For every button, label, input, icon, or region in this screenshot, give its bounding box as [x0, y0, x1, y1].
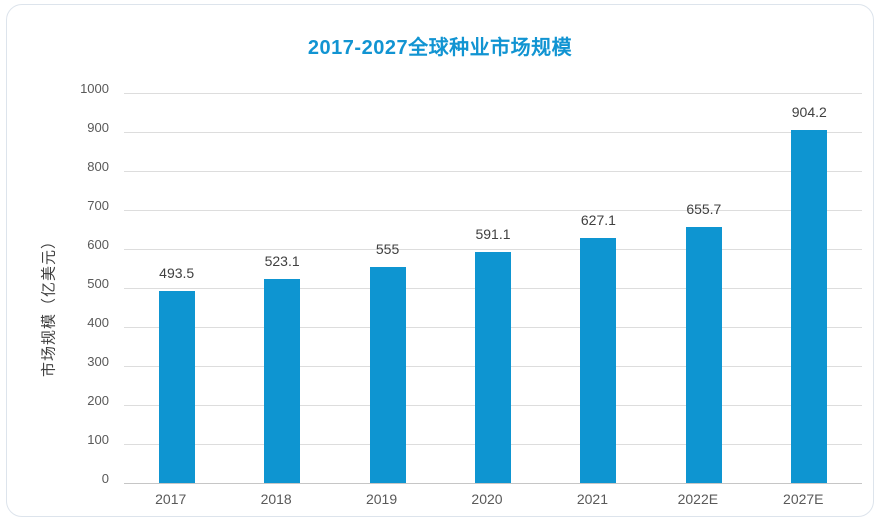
y-tick-label: 0: [101, 471, 109, 486]
y-tick-label: 800: [87, 159, 109, 174]
x-tick-label: 2020: [471, 491, 503, 507]
bar-2019: [369, 266, 406, 483]
gridline: [124, 171, 862, 172]
y-tick-label: 700: [87, 198, 109, 213]
x-tick-label: 2017: [155, 491, 187, 507]
gridline: [124, 93, 862, 94]
x-axis-line: [124, 483, 862, 484]
y-tick-label: 1000: [80, 81, 109, 96]
y-tick-label: 600: [87, 237, 109, 252]
y-tick-label: 400: [87, 315, 109, 330]
y-tick-label: 200: [87, 393, 109, 408]
bar-2022E: [685, 227, 722, 483]
chart-card: 2017-2027全球种业市场规模 市场规模（亿美元） 0 100 200 300 40…: [6, 4, 874, 517]
x-tick-label: 2018: [260, 491, 292, 507]
bar-value-label: 904.2: [791, 104, 827, 121]
bar-value-label: 655.7: [686, 201, 722, 218]
y-tick-label: 300: [87, 354, 109, 369]
chart-title: 2017-2027全球种业市场规模: [307, 37, 573, 59]
bar-value-label: 523.1: [264, 252, 300, 269]
gridline: [124, 132, 862, 133]
bar-2020: [475, 252, 511, 483]
x-tick-label: 2021: [576, 491, 608, 507]
y-tick-label: 900: [87, 120, 109, 135]
x-tick-label: 2019: [365, 491, 398, 507]
bar-2017: [158, 290, 195, 483]
bar-2021: [580, 238, 617, 483]
bar-2018: [264, 278, 301, 483]
bar-2027E: [791, 130, 828, 483]
y-tick-label: 100: [87, 432, 109, 447]
bar-value-label: 591.1: [475, 226, 511, 243]
y-tick-label: 500: [87, 276, 109, 291]
x-tick-label: 2027E: [783, 491, 824, 507]
bar-value-label: 493.5: [159, 264, 195, 281]
gridline: [124, 249, 862, 250]
x-tick-label: 2022E: [677, 491, 719, 507]
gridline: [124, 210, 862, 211]
bar-value-label: 627.1: [580, 212, 616, 229]
plot-area: 493.5 523.1 555 591.1 627.1 655.7 904.2: [124, 93, 862, 484]
bar-value-label: 555: [375, 240, 400, 257]
